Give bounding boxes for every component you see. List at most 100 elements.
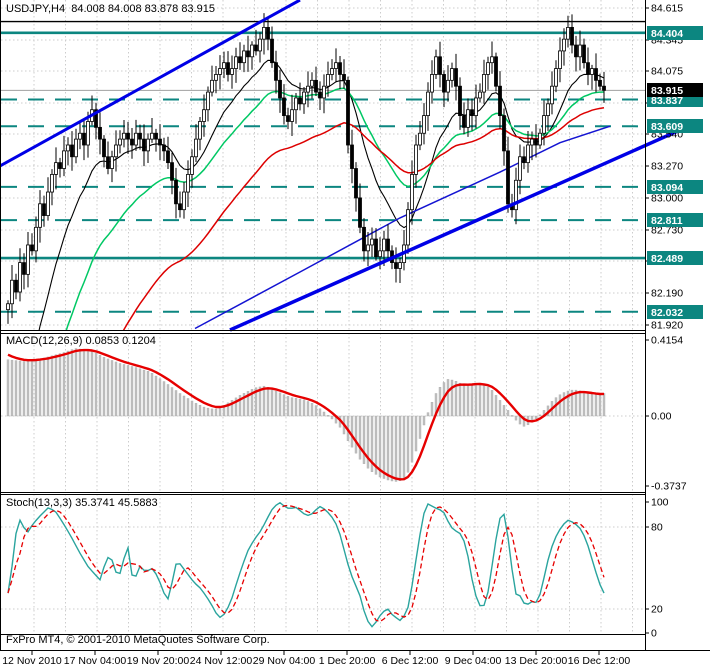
candle-body bbox=[286, 115, 290, 122]
candle-body bbox=[106, 156, 110, 169]
candle-body bbox=[22, 262, 26, 275]
macd-histogram-bar bbox=[262, 385, 266, 417]
macd-histogram-bar bbox=[22, 361, 26, 417]
macd-histogram-bar bbox=[266, 387, 270, 417]
candle-body bbox=[278, 79, 282, 99]
price-level-badge bbox=[647, 180, 703, 194]
price-axis-label: 83.270 bbox=[651, 161, 683, 173]
candle-body bbox=[578, 44, 582, 58]
copyright-text: FxPro MT4, © 2001-2010 MetaQuotes Softwa… bbox=[6, 634, 270, 646]
macd-histogram-bar bbox=[106, 358, 110, 417]
macd-histogram-bar bbox=[446, 379, 450, 417]
candle-body bbox=[418, 132, 422, 146]
macd-histogram-bar bbox=[586, 392, 590, 417]
macd-histogram-bar bbox=[478, 383, 482, 417]
candle-body bbox=[442, 74, 446, 93]
candle-body bbox=[222, 62, 226, 69]
macd-histogram-bar bbox=[302, 399, 306, 417]
candle-body bbox=[354, 168, 358, 199]
macd-histogram-bar bbox=[42, 357, 46, 417]
candle-body bbox=[522, 156, 526, 164]
macd-histogram-bar bbox=[570, 389, 574, 417]
candle-body bbox=[550, 85, 554, 105]
macd-histogram-bar bbox=[166, 384, 170, 417]
candle-body bbox=[378, 250, 382, 258]
candle-body bbox=[526, 144, 530, 164]
candle-body bbox=[170, 162, 174, 181]
candle-body bbox=[186, 174, 190, 193]
candle-body bbox=[14, 279, 18, 293]
candle-body bbox=[158, 138, 162, 146]
candle-body bbox=[426, 91, 430, 117]
candle-body bbox=[366, 244, 370, 252]
stoch-pane bbox=[7, 501, 605, 628]
candle-body bbox=[154, 132, 158, 140]
macd-axis-label: -0.3737 bbox=[651, 481, 687, 493]
candle-body bbox=[570, 27, 574, 46]
candle-body bbox=[310, 79, 314, 87]
macd-histogram-bar bbox=[250, 389, 254, 417]
macd-histogram-bar bbox=[514, 415, 518, 421]
macd-histogram-bar bbox=[170, 387, 174, 417]
macd-histogram-bar bbox=[74, 348, 78, 417]
macd-histogram-bar bbox=[98, 355, 102, 417]
macd-histogram-bar bbox=[290, 397, 294, 417]
price-level-badge-text: 83.094 bbox=[651, 182, 683, 194]
candle-body bbox=[138, 132, 142, 140]
macd-histogram-bar bbox=[274, 390, 278, 417]
candle-body bbox=[370, 238, 374, 246]
macd-histogram-bar bbox=[378, 415, 382, 478]
candle-body bbox=[338, 62, 342, 75]
macd-histogram-bar bbox=[114, 361, 118, 417]
macd-histogram-bar bbox=[130, 366, 134, 417]
candle-body bbox=[466, 109, 470, 128]
macd-histogram-bar bbox=[70, 349, 74, 417]
candle-body bbox=[450, 68, 454, 81]
macd-histogram-bar bbox=[194, 403, 198, 417]
macd-histogram-bar bbox=[198, 405, 202, 417]
macd-histogram-bar bbox=[242, 393, 246, 417]
candle-body bbox=[574, 44, 578, 58]
macd-histogram-bar bbox=[574, 389, 578, 417]
candle-body bbox=[98, 126, 102, 140]
macd-histogram-bar bbox=[294, 398, 298, 417]
candle-body bbox=[318, 91, 322, 99]
time-axis-label: 29 Nov 04:00 bbox=[253, 655, 316, 667]
macd-histogram-bar bbox=[138, 368, 142, 417]
price-axis-label: 82.190 bbox=[651, 288, 683, 300]
candle-body bbox=[58, 162, 62, 169]
macd-axis-label: 0.00 bbox=[651, 411, 672, 423]
candle-body bbox=[230, 68, 234, 75]
candle-body bbox=[330, 68, 334, 75]
macd-histogram-bar bbox=[174, 390, 178, 417]
macd-histogram-bar bbox=[562, 392, 566, 417]
candle-body bbox=[74, 138, 78, 158]
candle-body bbox=[34, 226, 38, 252]
macd-histogram-bar bbox=[190, 400, 194, 417]
macd-histogram-bar bbox=[230, 400, 234, 417]
time-axis-label: 19 Nov 20:00 bbox=[127, 655, 190, 667]
candle-body bbox=[94, 109, 98, 128]
macd-histogram-bar bbox=[162, 381, 166, 417]
price-level-badge-text: 82.032 bbox=[651, 307, 683, 319]
macd-histogram-bar bbox=[62, 352, 66, 417]
price-level-badge-text: 82.489 bbox=[651, 253, 683, 265]
candle-body bbox=[126, 132, 130, 140]
stoch-axis-label: 80 bbox=[651, 522, 663, 534]
macd-histogram-bar bbox=[426, 412, 430, 417]
macd-histogram-bar bbox=[358, 415, 362, 460]
price-axis-label: 84.615 bbox=[651, 3, 683, 15]
macd-histogram-bar bbox=[178, 393, 182, 417]
stoch-k-line bbox=[7, 501, 605, 628]
macd-histogram-bar bbox=[582, 391, 586, 417]
candle-body bbox=[482, 74, 486, 93]
candle-body bbox=[598, 79, 602, 87]
candle-body bbox=[146, 138, 150, 152]
price-level-badge bbox=[647, 26, 703, 40]
price-level-badge bbox=[647, 119, 703, 133]
candle-body bbox=[554, 68, 558, 87]
price-level-badge-text: 84.404 bbox=[651, 28, 683, 40]
macd-histogram-bar bbox=[522, 415, 526, 427]
